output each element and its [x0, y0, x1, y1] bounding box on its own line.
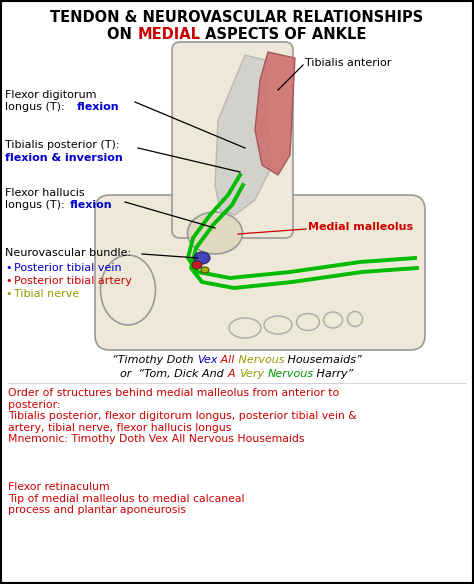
- Text: Medial malleolus: Medial malleolus: [308, 222, 413, 232]
- Text: •: •: [5, 289, 11, 299]
- Text: flexion: flexion: [77, 102, 119, 112]
- Text: Posterior tibial artery: Posterior tibial artery: [14, 276, 132, 286]
- Text: or  “Tom, Dick And: or “Tom, Dick And: [120, 369, 228, 379]
- Text: flexion: flexion: [70, 200, 113, 210]
- Text: MEDIAL: MEDIAL: [137, 27, 201, 42]
- Text: Housemaids”: Housemaids”: [284, 355, 362, 365]
- Ellipse shape: [194, 252, 210, 264]
- Text: Vex: Vex: [197, 355, 218, 365]
- Text: Tibialis anterior: Tibialis anterior: [305, 58, 392, 68]
- Text: Nervous: Nervous: [235, 355, 284, 365]
- FancyBboxPatch shape: [172, 42, 293, 238]
- Ellipse shape: [264, 316, 292, 334]
- Text: All: All: [218, 355, 235, 365]
- Text: ON: ON: [107, 27, 137, 42]
- Text: ASPECTS OF ANKLE: ASPECTS OF ANKLE: [201, 27, 367, 42]
- Text: Tibialis posterior (T):: Tibialis posterior (T):: [5, 140, 119, 150]
- Text: Flexor hallucis: Flexor hallucis: [5, 188, 85, 198]
- Text: “Timothy Doth: “Timothy Doth: [112, 355, 197, 365]
- Polygon shape: [215, 55, 270, 215]
- Ellipse shape: [297, 314, 319, 331]
- Text: longus (T):: longus (T):: [5, 200, 68, 210]
- Text: Order of structures behind medial malleolus from anterior to
posterior:
Tibialis: Order of structures behind medial malleo…: [8, 388, 356, 444]
- Ellipse shape: [229, 318, 261, 338]
- Text: Nervous: Nervous: [267, 369, 313, 379]
- Ellipse shape: [347, 311, 363, 326]
- Text: Tibial nerve: Tibial nerve: [14, 289, 79, 299]
- Text: Posterior tibial vein: Posterior tibial vein: [14, 263, 122, 273]
- Text: longus (T):: longus (T):: [5, 102, 72, 112]
- Text: Neurovascular bundle:: Neurovascular bundle:: [5, 248, 131, 258]
- Polygon shape: [255, 52, 295, 175]
- Ellipse shape: [323, 312, 343, 328]
- Text: A: A: [228, 369, 235, 379]
- Ellipse shape: [188, 212, 243, 254]
- Ellipse shape: [100, 255, 155, 325]
- Ellipse shape: [201, 267, 209, 273]
- Text: •: •: [5, 263, 11, 273]
- Text: Harry”: Harry”: [313, 369, 354, 379]
- Text: Flexor retinaculum
Tip of medial malleolus to medial calcaneal
process and plant: Flexor retinaculum Tip of medial malleol…: [8, 482, 245, 515]
- Text: Flexor digitorum: Flexor digitorum: [5, 90, 97, 100]
- Text: Very: Very: [239, 369, 264, 379]
- Text: •: •: [5, 276, 11, 286]
- Text: flexion & inversion: flexion & inversion: [5, 153, 123, 163]
- Ellipse shape: [192, 261, 202, 269]
- FancyBboxPatch shape: [95, 195, 425, 350]
- Text: TENDON & NEUROVASCULAR RELATIONSHIPS: TENDON & NEUROVASCULAR RELATIONSHIPS: [50, 10, 424, 25]
